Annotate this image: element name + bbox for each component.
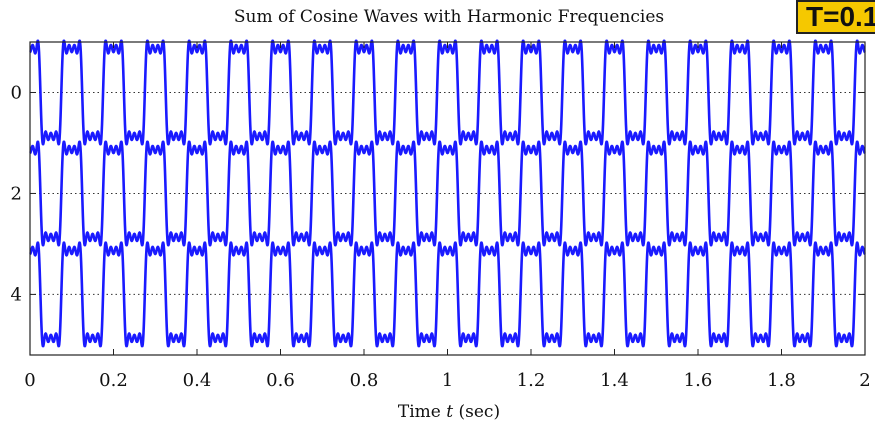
x-axis: 0 0.2 0.4 0.6 0.8 1 1.2 1.4 1.6 1.8 2 [24,42,871,391]
x-axis-label-var: t [446,402,453,422]
x-tick-label: 1.2 [517,370,546,391]
x-tick-label: 1.8 [767,370,796,391]
y-axis: 0 2 4 [11,82,865,305]
x-tick-label: 0.8 [350,370,379,391]
plot-frame [29,41,866,356]
y-tick-label: 2 [11,183,22,204]
x-axis-label-post: (sec) [453,402,500,422]
y-tick-label: 0 [11,82,22,103]
period-badge: T=0.1 [796,0,875,34]
x-tick-label: 1 [442,370,453,391]
chart-title: Sum of Cosine Waves with Harmonic Freque… [234,7,664,27]
x-axis-label: Time t (sec) [398,402,500,422]
y-tick-label: 4 [11,284,22,305]
x-tick-label: 0.6 [266,370,295,391]
series-group [29,39,866,348]
x-tick-label: 0.2 [99,370,128,391]
series-line-1 [29,140,866,247]
x-tick-label: 0 [24,370,35,391]
x-tick-label: 1.6 [684,370,713,391]
x-tick-label: 1.4 [600,370,629,391]
grid-lines [30,91,865,295]
x-tick-label: 2 [859,370,870,391]
series-line-0 [29,39,866,146]
x-tick-label: 0.4 [183,370,212,391]
series-line-2 [29,241,866,348]
x-axis-label-pre: Time [398,402,446,422]
